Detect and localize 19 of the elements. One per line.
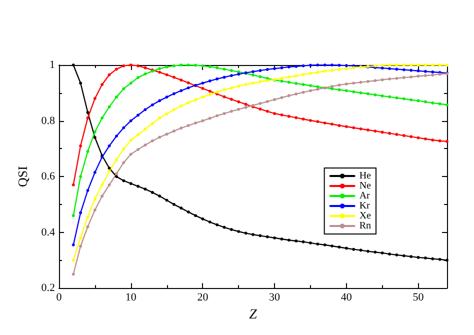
x-tick-label: 40: [340, 292, 352, 304]
y-tick-label: 1: [50, 59, 55, 71]
y-tick-label: 0.4: [41, 226, 56, 238]
y-axis-title: QSI: [15, 166, 30, 188]
legend-label: Ne: [359, 180, 372, 192]
legend-label: Kr: [359, 200, 371, 212]
x-tick-label: 0: [56, 292, 62, 304]
y-tick-label: 0.8: [41, 114, 56, 127]
x-tick-label: 30: [269, 292, 281, 304]
x-axis-title: Z: [249, 308, 258, 322]
legend-label: Xe: [359, 210, 372, 222]
legend-label: He: [359, 170, 372, 182]
y-tick-label: 0.2: [41, 282, 55, 294]
legend-label: Ar: [359, 190, 371, 202]
x-tick-label: 50: [412, 292, 424, 304]
x-tick-label: 20: [197, 292, 209, 304]
y-tick-label: 0.6: [41, 170, 56, 183]
legend-label: Rn: [359, 220, 371, 232]
x-tick-label: 10: [125, 292, 137, 304]
